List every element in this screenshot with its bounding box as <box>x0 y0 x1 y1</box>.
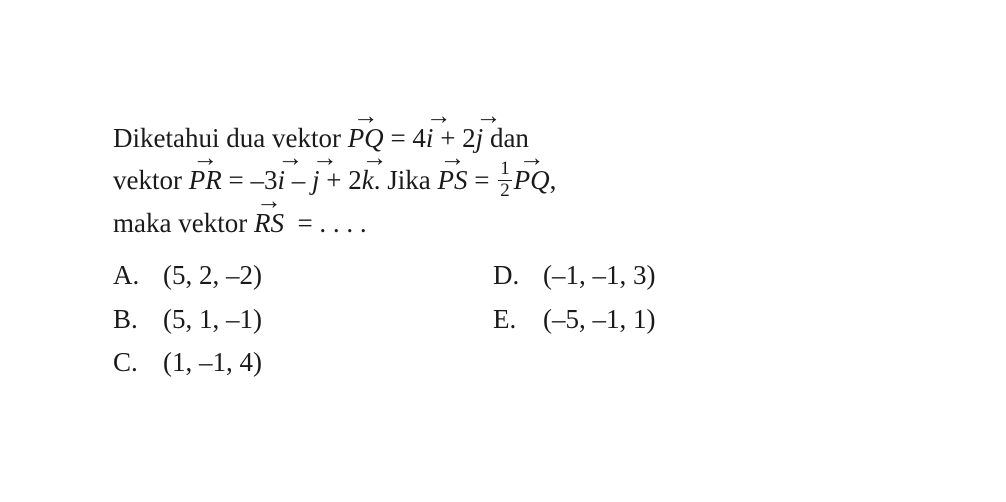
option-letter: A. <box>113 255 163 297</box>
text-prefix-1: Diketahui dua vektor <box>113 123 341 153</box>
option-value: (–1, –1, 3) <box>543 255 655 297</box>
vector-i: →i <box>426 118 434 160</box>
option-letter: C. <box>113 342 163 384</box>
option-letter: D. <box>493 255 543 297</box>
option-value: (5, 2, –2) <box>163 255 262 297</box>
arrow-icon: → <box>476 103 484 129</box>
option-letter: E. <box>493 299 543 341</box>
math-problem: Diketahui dua vektor →PQ = 4→i + 2→j dan… <box>73 98 933 404</box>
arrow-icon: → <box>312 145 320 171</box>
option-value: (–5, –1, 1) <box>543 299 655 341</box>
arrow-icon: → <box>362 145 374 171</box>
arrow-icon: → <box>254 188 284 214</box>
fraction-half: 12 <box>498 160 511 201</box>
arrow-icon: → <box>348 103 384 129</box>
vector-pq: →PQ <box>514 160 550 202</box>
option-value: (5, 1, –1) <box>163 299 262 341</box>
vector-j: →j <box>476 118 484 160</box>
problem-statement: Diketahui dua vektor →PQ = 4→i + 2→j dan… <box>113 118 893 245</box>
vector-rs: →RS <box>254 203 284 245</box>
vector-pr: →PR <box>189 160 222 202</box>
answer-options: A. (5, 2, –2) D. (–1, –1, 3) B. (5, 1, –… <box>113 255 893 385</box>
vector-ps: →PS <box>437 160 467 202</box>
option-value: (1, –1, 4) <box>163 342 262 384</box>
vector-j: →j <box>312 160 320 202</box>
arrow-icon: → <box>437 145 467 171</box>
option-c: C. (1, –1, 4) <box>113 342 473 384</box>
option-b: B. (5, 1, –1) <box>113 299 473 341</box>
arrow-icon: → <box>514 145 550 171</box>
option-d: D. (–1, –1, 3) <box>493 255 853 297</box>
option-letter: B. <box>113 299 163 341</box>
option-a: A. (5, 2, –2) <box>113 255 473 297</box>
arrow-icon: → <box>277 145 285 171</box>
text-prefix-2: vektor <box>113 165 182 195</box>
arrow-icon: → <box>426 103 434 129</box>
text-prefix-3: maka vektor <box>113 208 247 238</box>
arrow-icon: → <box>189 145 222 171</box>
equals-dots: = . . . . <box>297 208 366 238</box>
option-e: E. (–5, –1, 1) <box>493 299 853 341</box>
vector-k: →k <box>362 160 374 202</box>
